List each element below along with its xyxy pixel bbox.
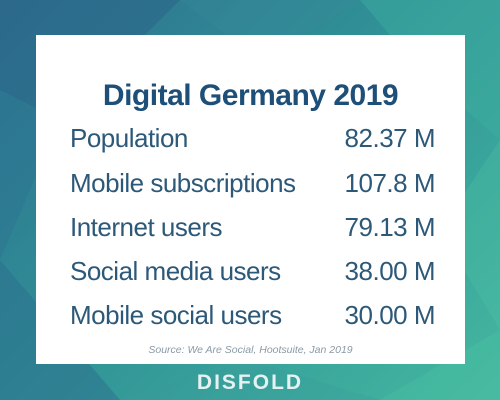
stat-label: Internet users	[70, 211, 222, 242]
stat-label: Mobile social users	[70, 299, 282, 330]
stats-card: Digital Germany 2019 Population 82.37 M …	[36, 35, 465, 364]
brand-logo: DISFOLD	[196, 371, 304, 394]
stat-value: 30.00 M	[344, 299, 436, 330]
card-title: Digital Germany 2019	[102, 79, 399, 112]
source-note: Source: We Are Social, Hootsuite, Jan 20…	[148, 344, 353, 356]
stat-row-mobile-subscriptions: Mobile subscriptions 107.8 M	[70, 163, 436, 203]
stat-value: 38.00 M	[344, 255, 436, 286]
stat-label: Social media users	[70, 255, 281, 286]
stat-row-social-media-users: Social media users 38.00 M	[70, 251, 436, 291]
stat-value: 79.13 M	[344, 211, 436, 242]
stat-row-population: Population 82.37 M	[70, 118, 436, 158]
stat-row-mobile-social-users: Mobile social users 30.00 M	[70, 295, 436, 335]
stat-label: Population	[70, 122, 188, 153]
stat-row-internet-users: Internet users 79.13 M	[70, 207, 436, 247]
stat-value: 82.37 M	[344, 122, 436, 153]
stat-value: 107.8 M	[344, 167, 436, 198]
stat-label: Mobile subscriptions	[70, 167, 296, 198]
